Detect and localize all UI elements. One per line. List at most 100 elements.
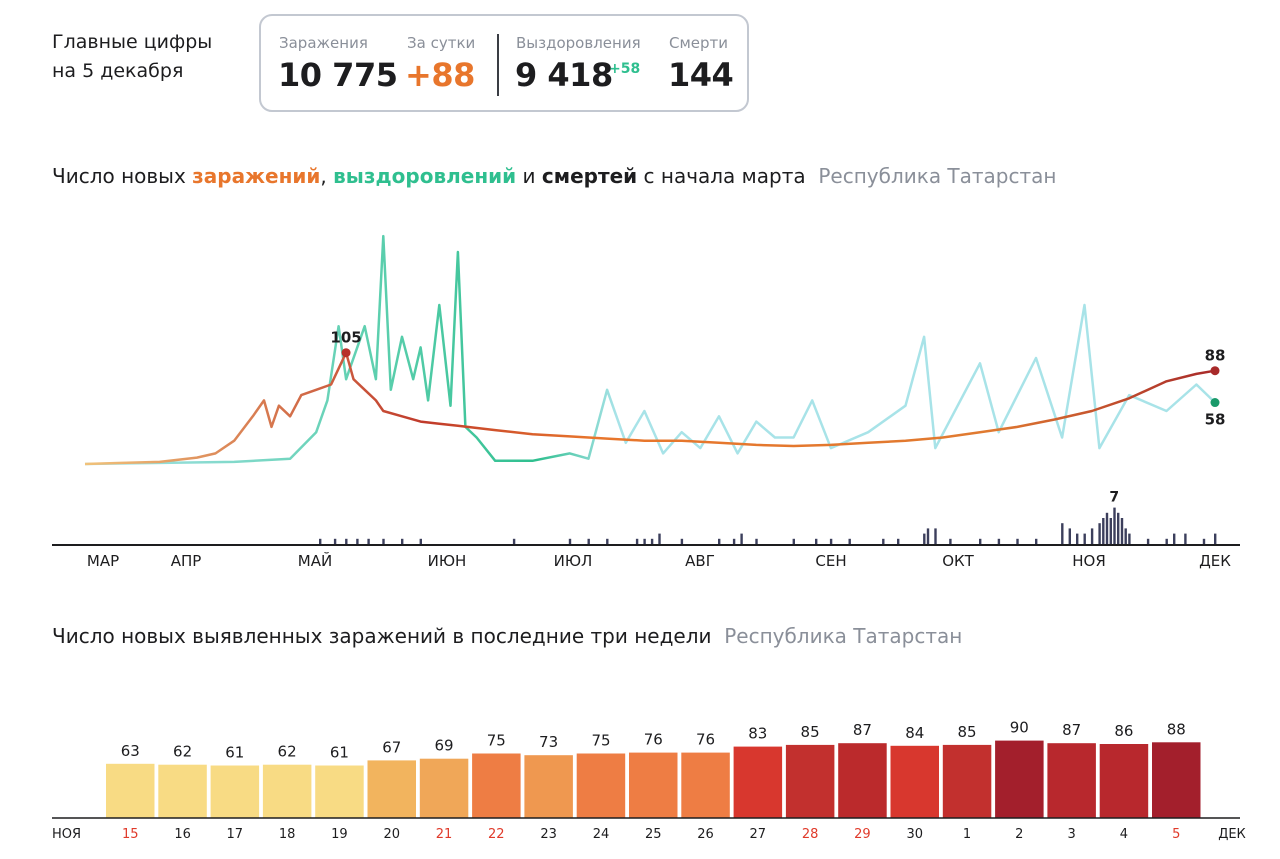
death-bar [755, 538, 758, 544]
bar-category-label: 25 [645, 827, 662, 842]
month-label: ИЮН [428, 552, 467, 570]
death-bar [1184, 533, 1187, 544]
death-bar [740, 533, 743, 544]
chart2-region: Республика Татарстан [724, 624, 963, 648]
bar-category-label: 29 [854, 827, 871, 842]
daily-value: +88 [405, 56, 475, 94]
daily-bar [1047, 743, 1096, 818]
infections-line [84, 351, 1216, 466]
death-bar [367, 538, 370, 544]
bar-value-label: 63 [121, 742, 140, 760]
bar-category-label: 21 [436, 827, 453, 842]
death-bar [949, 538, 952, 544]
month-label: МАР [87, 552, 119, 570]
last-recoveries-label: 58 [1205, 411, 1226, 429]
bar-value-label: 85 [957, 723, 976, 741]
death-bar [1068, 528, 1071, 544]
headline-line-2: на 5 декабря [52, 60, 184, 82]
chart1-title: Число новых заражений, выздоровлений и с… [52, 164, 1056, 188]
chart1-title-pre: Число новых [52, 164, 193, 188]
month-label: АВГ [685, 552, 715, 570]
daily-bar [262, 764, 312, 818]
death-bar [1090, 528, 1094, 544]
recoveries-label: Выздоровления [516, 34, 641, 52]
last-recoveries-dot [1210, 398, 1220, 408]
chart1-title-deaths: смертей [541, 164, 638, 188]
death-bar [882, 538, 885, 544]
death-bar [401, 538, 404, 544]
death-bar [1016, 538, 1019, 544]
bar-chart-end-month: ДЕК [1218, 827, 1246, 842]
death-bar [643, 538, 646, 544]
daily-bar [210, 765, 260, 818]
death-bar [1113, 507, 1116, 544]
month-label: МАЙ [298, 551, 332, 570]
bar-category-label: 19 [331, 827, 348, 842]
death-bar [419, 538, 422, 544]
daily-bar [681, 752, 730, 818]
bar-category-label: 26 [697, 827, 714, 842]
bar-value-label: 84 [905, 724, 924, 742]
chart1-title-recoveries: выздоровлений [333, 164, 517, 188]
bar-value-label: 87 [1062, 721, 1081, 739]
death-bar [356, 538, 359, 544]
bar-value-label: 76 [644, 731, 663, 749]
recoveries-line [84, 234, 1216, 466]
bar-value-label: 61 [330, 744, 349, 762]
recoveries-value: 9 418 [515, 56, 613, 94]
bar-category-label: 1 [963, 827, 971, 842]
death-bar [1128, 533, 1131, 544]
death-bar [829, 538, 833, 544]
death-bar [997, 538, 1001, 544]
bar-value-label: 69 [434, 737, 453, 755]
three-week-bar-chart: 6315621661176218611967206921752273237524… [52, 719, 1246, 842]
month-label: ИЮЛ [554, 552, 593, 570]
chart2-title-text: Число новых выявленных заражений в после… [52, 624, 712, 648]
headline-line-1: Главные цифры [52, 31, 213, 53]
bar-value-label: 75 [591, 732, 610, 750]
timeline-chart: МАР АПР МАЙ ИЮН ИЮЛ АВГ СЕН ОКТ НОЯ ДЕК 105 88 58… [52, 234, 1240, 570]
bar-value-label: 62 [173, 743, 192, 761]
death-bar [1076, 533, 1079, 544]
chart1-title-post: с начала марта [637, 164, 806, 188]
bar-category-label: 16 [174, 827, 191, 842]
bar-value-label: 83 [748, 725, 767, 743]
death-bar [1105, 512, 1109, 544]
death-bar [1173, 533, 1176, 544]
chart2-title: Число новых выявленных заражений в после… [52, 624, 962, 648]
death-bar [345, 538, 348, 544]
death-bar [1109, 518, 1112, 544]
daily-bar [524, 755, 573, 818]
bar-value-label: 85 [801, 723, 820, 741]
peak-infections-label: 105 [330, 329, 361, 347]
bar-category-label: 2 [1015, 827, 1023, 842]
deaths-label: Смерти [669, 34, 729, 52]
bar-category-label: 24 [593, 827, 610, 842]
daily-bar [942, 744, 992, 818]
bar-value-label: 87 [853, 721, 872, 739]
chart1-title-comma: , [320, 164, 334, 188]
death-bar [1214, 533, 1217, 544]
daily-bar [995, 740, 1044, 818]
death-bar [1202, 538, 1206, 544]
bar-category-label: 27 [750, 827, 767, 842]
chart1-title-and: и [516, 164, 542, 188]
death-bar [1124, 528, 1127, 544]
death-bar [815, 538, 818, 544]
death-bar [568, 538, 572, 544]
bar-value-label: 75 [487, 732, 506, 750]
death-bar [1102, 518, 1105, 544]
death-bar [979, 538, 982, 544]
death-bar [333, 538, 337, 544]
bar-category-label: 17 [227, 827, 244, 842]
death-bar [319, 538, 322, 544]
bar-category-label: 23 [540, 827, 557, 842]
daily-bar [158, 764, 207, 818]
chart1-title-infections: заражений [192, 164, 321, 188]
daily-bar [733, 746, 783, 818]
death-bar [635, 538, 639, 544]
deaths-value: 144 [668, 56, 734, 94]
infections-value: 10 775 [278, 56, 398, 94]
bar-category-label: 3 [1068, 827, 1076, 842]
bar-value-label: 67 [382, 738, 401, 756]
